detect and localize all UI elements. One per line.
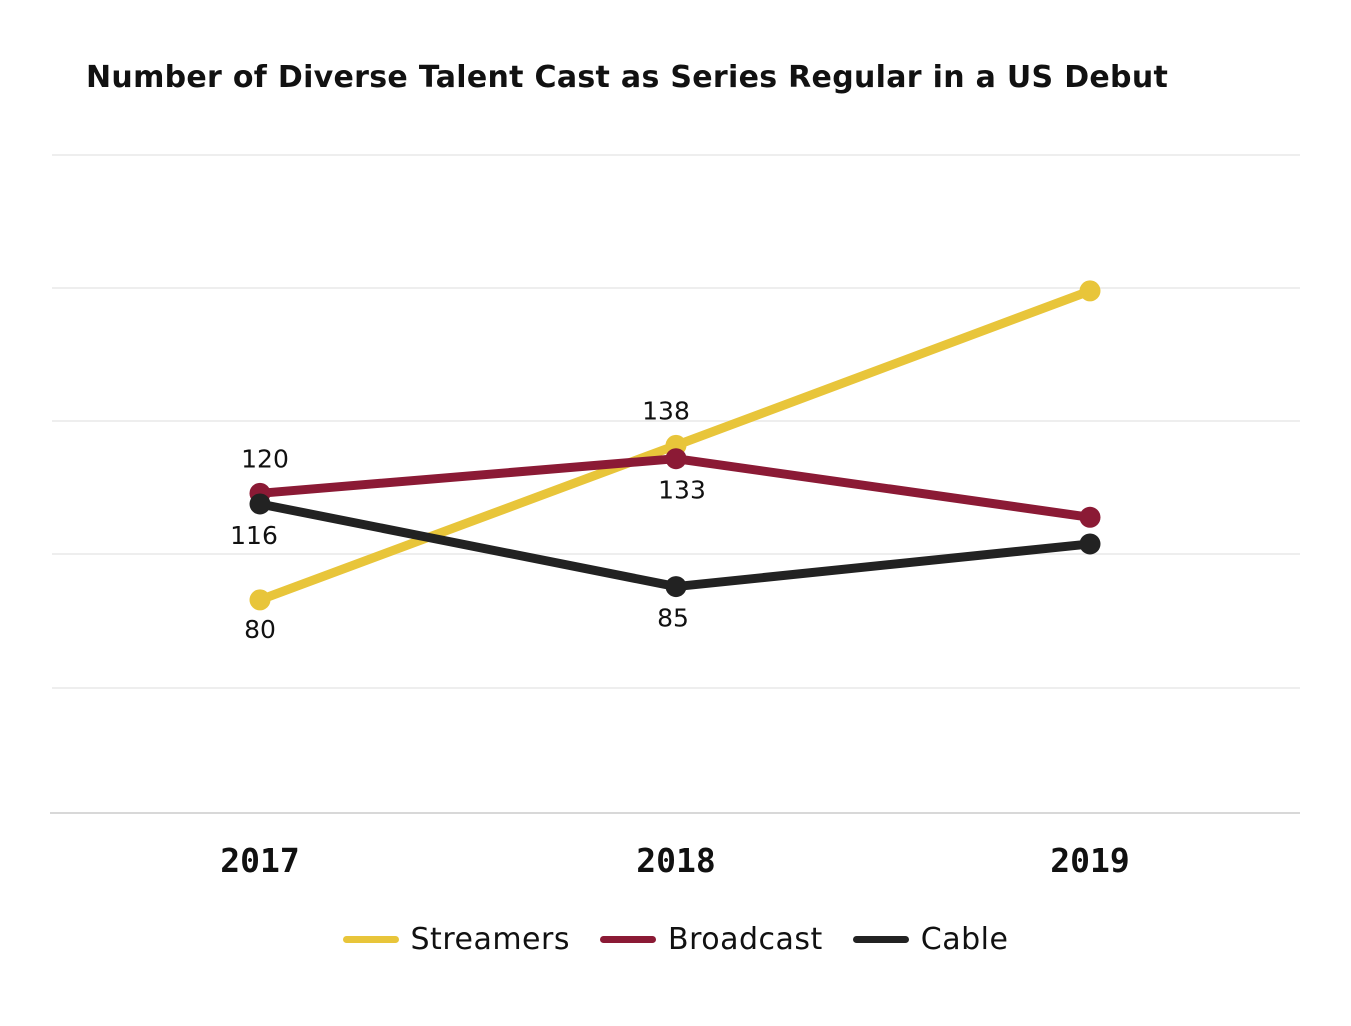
data-point-cable-2018: [665, 576, 687, 598]
chart-legend: Streamers Broadcast Cable: [0, 922, 1351, 957]
data-point-broadcast-2019: [1079, 506, 1101, 528]
data-point-cable-2017: [249, 493, 271, 515]
legend-item-streamers: Streamers: [342, 922, 570, 957]
series-line-cable: [255, 499, 1095, 592]
legend-item-broadcast: Broadcast: [599, 922, 823, 957]
data-label-broadcast-2018: 133: [658, 476, 706, 505]
x-tick-label-2017: 2017: [220, 841, 299, 880]
data-label-cable-2017: 116: [230, 521, 278, 550]
data-label-streamers-2017: 80: [244, 615, 276, 644]
data-point-streamers-2017: [249, 589, 271, 611]
data-point-cable-2019: [1079, 533, 1101, 555]
x-tick-label-2018: 2018: [636, 841, 715, 880]
data-point-broadcast-2018: [665, 448, 687, 470]
legend-swatch-streamers: [342, 936, 399, 943]
legend-label-broadcast: Broadcast: [667, 922, 823, 957]
data-point-streamers-2019: [1079, 280, 1101, 302]
legend-swatch-cable: [852, 936, 909, 943]
legend-label-streamers: Streamers: [410, 922, 570, 957]
data-label-streamers-2018: 138: [642, 396, 690, 425]
chart-title: Number of Diverse Talent Cast as Series …: [86, 60, 1169, 95]
data-label-cable-2018: 85: [657, 604, 689, 633]
legend-swatch-broadcast: [599, 936, 656, 943]
data-label-broadcast-2017: 120: [241, 444, 289, 473]
x-tick-label-2019: 2019: [1050, 841, 1129, 880]
legend-label-cable: Cable: [920, 922, 1009, 957]
legend-item-cable: Cable: [852, 922, 1009, 957]
